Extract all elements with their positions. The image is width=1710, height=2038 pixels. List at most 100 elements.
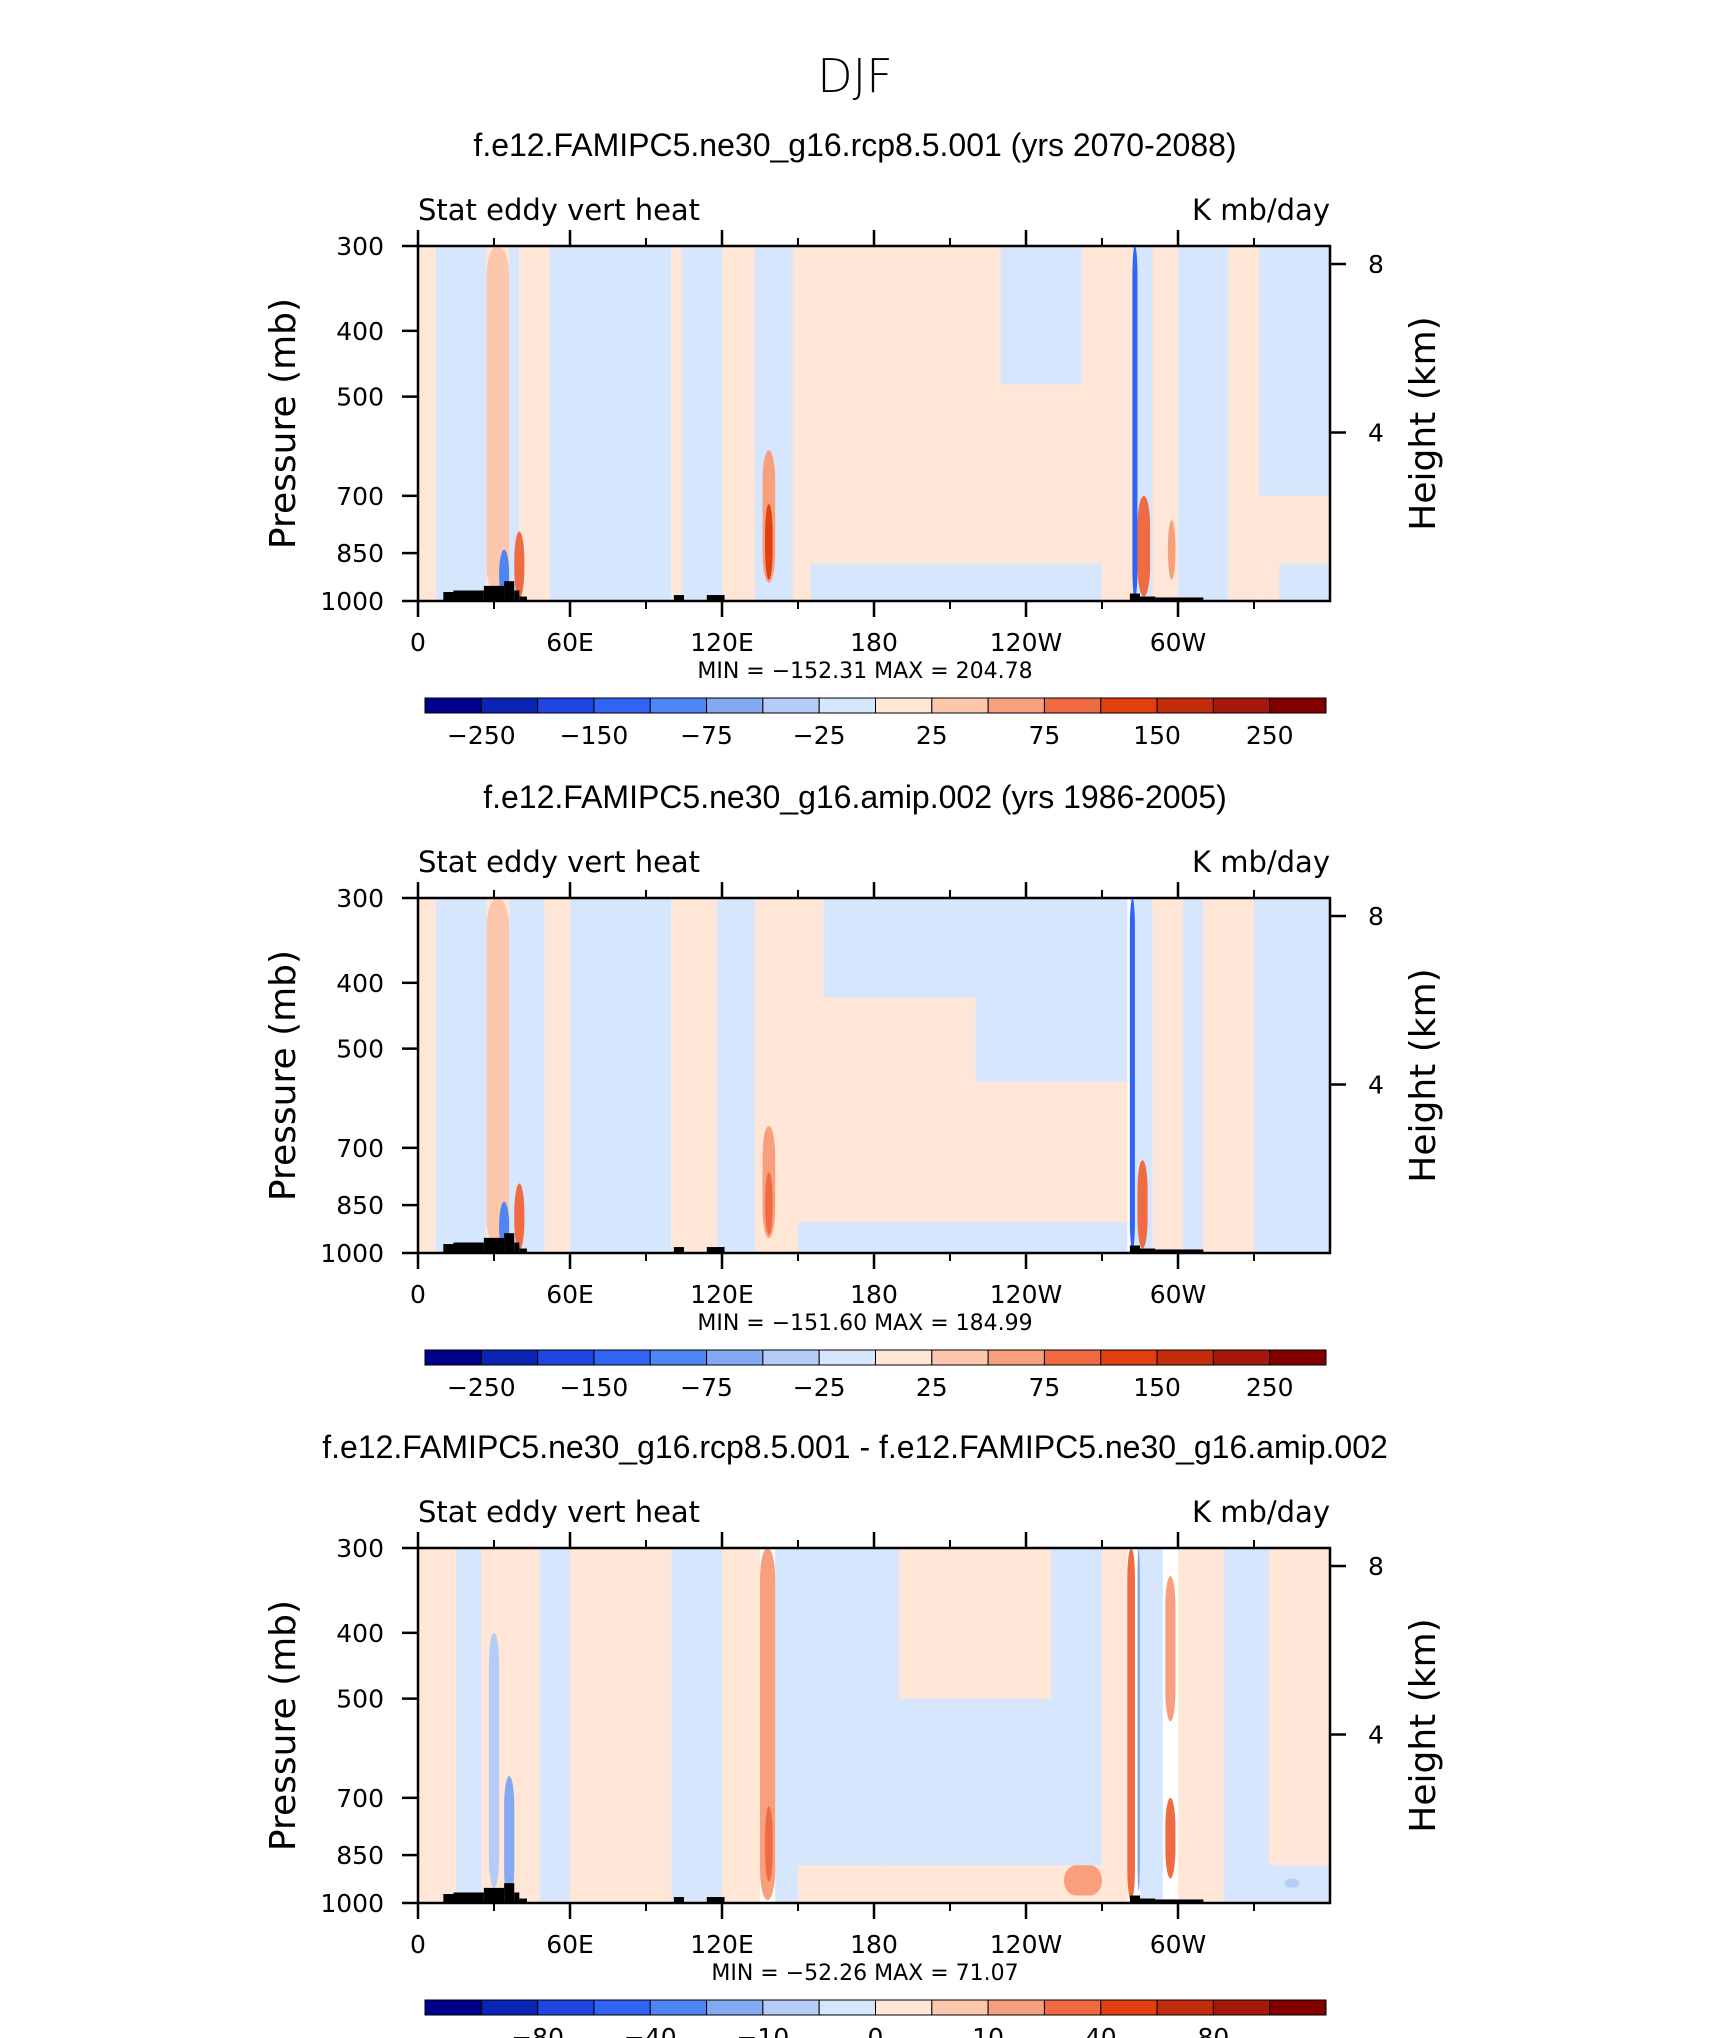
terrain-block-7	[673, 595, 684, 601]
colorbar-swatch-11	[987, 697, 1045, 714]
y2-tick-label: 8	[1368, 1552, 1384, 1581]
units-label: K mb/day	[1192, 845, 1330, 879]
chart-panel-2: f.e12.FAMIPC5.ne30_g16.amip.002 (yrs 198…	[263, 779, 1444, 1402]
terrain-block-6	[519, 596, 527, 601]
colorbar-swatch-14	[1156, 1349, 1214, 1366]
colorbar-label: 40	[1085, 2023, 1117, 2038]
colorbar-swatch-4	[593, 1349, 651, 1366]
x-tick-label: 180	[850, 628, 898, 657]
max-value: 184.99	[956, 1311, 1033, 1336]
colorbar-label: 0	[868, 2023, 884, 2038]
y-tick-label: 500	[336, 383, 384, 412]
field-region-1	[418, 246, 436, 601]
y-tick-label: 400	[336, 969, 384, 998]
y-tick-label: 400	[336, 317, 384, 346]
colorbar-swatch-14	[1156, 1999, 1214, 2016]
terrain-block-8	[706, 1897, 725, 1903]
y-tick-label: 700	[336, 1134, 384, 1163]
y-tick-label: 850	[336, 1191, 384, 1220]
x-tick-label: 0	[410, 628, 426, 657]
field-region-2	[435, 246, 487, 601]
field-region-14	[1140, 1548, 1163, 1903]
y-axis: 300 400 500 700 850 1000 Pressure (mb)	[263, 1534, 418, 1918]
y-tick-label: 850	[336, 1841, 384, 1870]
contour-field	[418, 246, 1330, 601]
field-region-5	[544, 898, 570, 1253]
colorbar-label: −150	[560, 1373, 629, 1402]
terrain-block-9	[1129, 1245, 1140, 1253]
min-label: MIN =	[697, 1311, 771, 1336]
y2-axis: 8 4 Height (km)	[1330, 1552, 1444, 1833]
colorbar-label: −25	[793, 1373, 846, 1402]
min-value: −152.31	[772, 659, 874, 684]
x-tick-label: 180	[850, 1280, 898, 1309]
field-region-14	[798, 1221, 1128, 1253]
chart-panel-3: f.e12.FAMIPC5.ne30_g16.rcp8.5.001 - f.e1…	[263, 1429, 1444, 2038]
terrain-block-5	[514, 1242, 520, 1253]
y-axis: 300 400 500 700 850 1000 Pressure (mb)	[263, 232, 418, 616]
colorbar-swatch-7	[762, 1999, 820, 2016]
y2-tick-label: 8	[1368, 250, 1384, 279]
field-region-17	[1269, 1548, 1330, 1866]
max-label: MAX =	[874, 1311, 956, 1336]
x-tick-label: 60E	[546, 1930, 594, 1959]
x-tick-label: 60W	[1150, 1280, 1207, 1309]
field-region-12	[899, 1548, 1052, 1699]
colorbar-swatch-6	[706, 1349, 764, 1366]
south-atlantic-cooling	[1284, 1878, 1300, 1888]
terrain-block-1	[443, 1244, 454, 1253]
colorbar-swatch-8	[818, 1999, 876, 2016]
field-region-17	[1183, 898, 1204, 1253]
x-tick-label: 120W	[990, 1280, 1062, 1309]
terrain-block-3	[483, 1237, 505, 1253]
colorbar-label: 75	[1029, 721, 1061, 750]
field-region-2	[456, 1548, 482, 1903]
andes-cooling-line	[1129, 898, 1135, 1251]
y-axis-title: Pressure (mb)	[263, 950, 304, 1201]
maritime-continent-heating-core	[765, 504, 773, 580]
maritime-continent-heating-core	[765, 1172, 773, 1235]
colorbar-swatch-4	[593, 1999, 651, 2016]
panel-title: f.e12.FAMIPC5.ne30_g16.rcp8.5.001 - f.e1…	[322, 1429, 1388, 1465]
colorbar-label: −25	[793, 721, 846, 750]
colorbar-label: −75	[680, 721, 733, 750]
colorbar-swatch-7	[762, 1349, 820, 1366]
brazil-heating-lower	[1165, 1797, 1176, 1879]
x-tick-label: 60W	[1150, 628, 1207, 657]
y-tick-label: 300	[336, 884, 384, 913]
colorbar-swatch-10	[931, 1999, 989, 2016]
colorbar-label: −40	[624, 2023, 677, 2038]
andes-heating	[1137, 495, 1151, 597]
field-region-20	[1259, 246, 1330, 496]
left-string: Stat eddy vert heat	[418, 845, 700, 879]
terrain-block-4	[504, 581, 515, 601]
field-region-4	[509, 246, 520, 601]
colorbar-swatch-11	[987, 1999, 1045, 2016]
y-tick-label: 700	[336, 482, 384, 511]
colorbar-swatch-15	[1212, 1999, 1271, 2016]
field-region-5	[570, 1548, 672, 1903]
min-value: −151.60	[772, 1311, 874, 1336]
field-region-6	[671, 1548, 722, 1903]
x-tick-label: 180	[850, 1930, 898, 1959]
colorbar-swatch-3	[537, 1999, 595, 2016]
y-tick-label: 700	[336, 1784, 384, 1813]
colorbar-swatch-2	[480, 697, 539, 714]
min-max-stats: MIN = −152.31 MAX = 204.78	[697, 659, 1032, 684]
x-axis: 0 60E 120E 180 120W 60W	[410, 1532, 1255, 1959]
field-region-16	[1152, 898, 1184, 1253]
field-region-13	[1102, 1548, 1128, 1903]
field-region-4	[509, 898, 545, 1253]
terrain-mask	[443, 1233, 1204, 1253]
field-region-19	[1228, 246, 1260, 601]
colorbar-label: 75	[1029, 1373, 1061, 1402]
colorbar-label: 25	[916, 721, 948, 750]
min-max-stats: MIN = −151.60 MAX = 184.99	[697, 1311, 1032, 1336]
colorbar-label: −250	[447, 721, 516, 750]
x-tick-label: 0	[410, 1280, 426, 1309]
colorbar-swatch-9	[875, 697, 933, 714]
colorbar-label: 150	[1133, 721, 1181, 750]
colorbar-label: −75	[680, 1373, 733, 1402]
field-region-11	[823, 898, 976, 998]
